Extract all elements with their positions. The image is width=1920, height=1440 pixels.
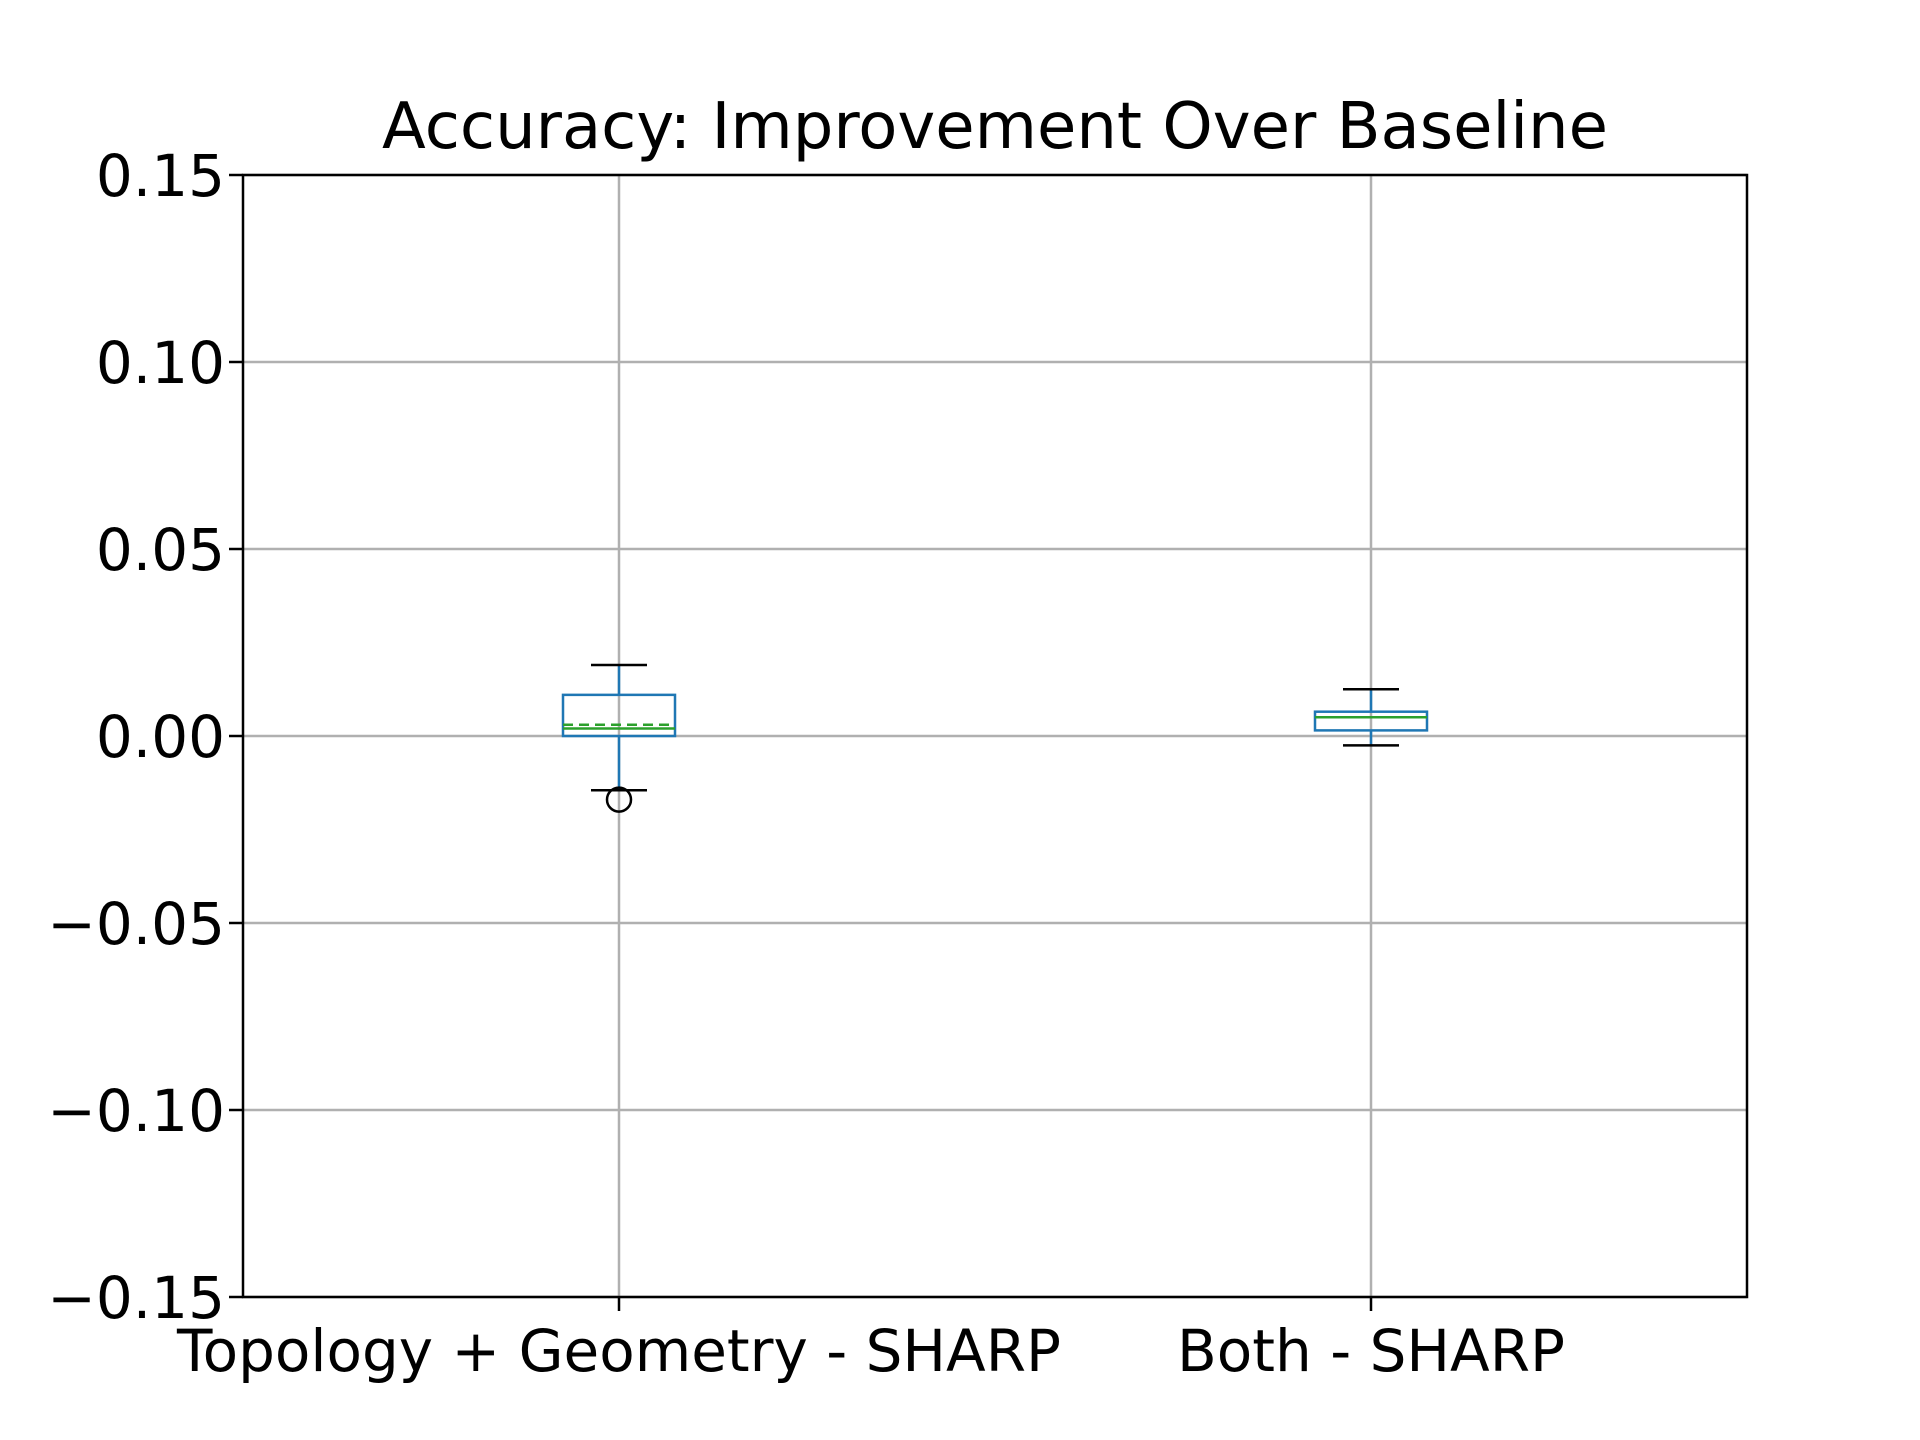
y-tick-label: −0.10 — [47, 1077, 225, 1145]
y-tick-label: 0.00 — [96, 703, 225, 771]
y-tick-label: −0.05 — [47, 890, 225, 958]
axis-ticks: 0.15 0.10 0.05 0.00 −0.05 −0.10 −0.15Topology … — [47, 142, 1565, 1385]
grid-lines — [243, 173, 1747, 1299]
outlier-point — [605, 786, 633, 813]
y-tick-label: 0.10 — [96, 329, 225, 397]
chart-title: Accuracy: Improvement Over Baseline — [382, 90, 1608, 164]
x-tick-label: Topology + Geometry - SHARP — [176, 1317, 1061, 1385]
box-plot — [1313, 688, 1429, 747]
y-tick-label: 0.15 — [96, 142, 225, 210]
y-tick-label: −0.15 — [47, 1264, 225, 1332]
box-plot — [561, 663, 677, 813]
y-tick-label: 0.05 — [96, 516, 225, 584]
box-plots — [561, 663, 1429, 813]
box-iqr — [1313, 710, 1429, 732]
x-tick-label: Both - SHARP — [1177, 1317, 1565, 1385]
box-iqr — [561, 693, 677, 738]
